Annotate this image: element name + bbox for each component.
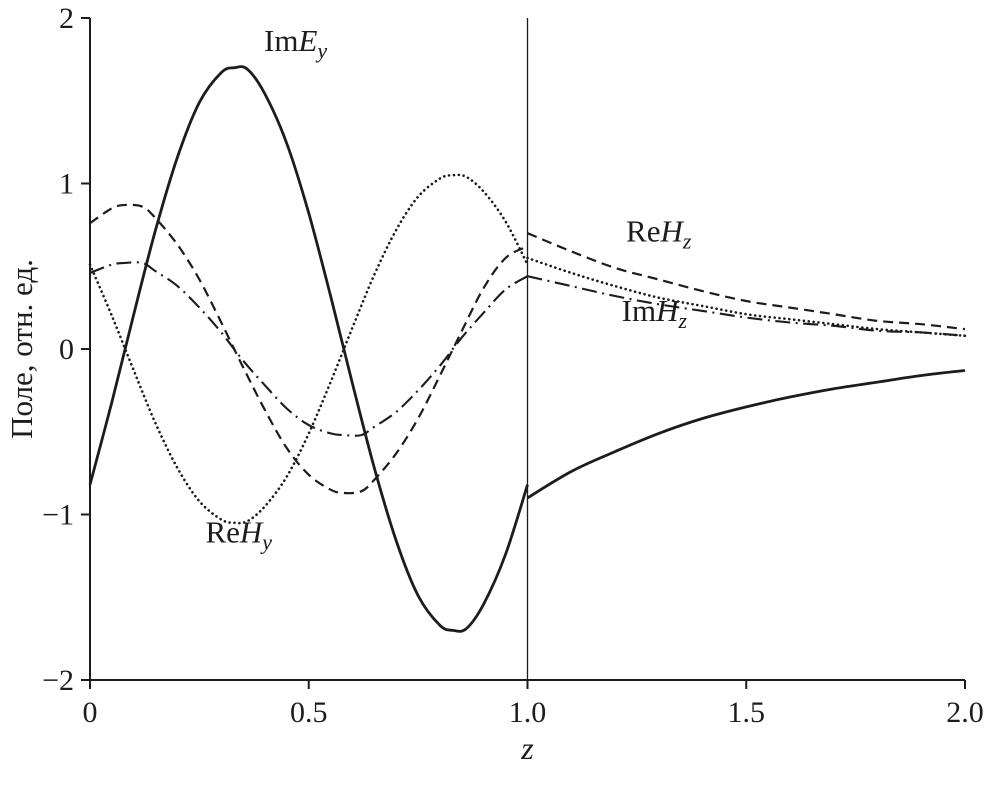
- series-ImEy-curve: [526, 369, 966, 500]
- y-tick-label: 0: [59, 333, 74, 366]
- series-ReHy-curve: [526, 256, 967, 338]
- y-tick-label: −1: [42, 499, 74, 532]
- series-ReHz-curve: [527, 232, 966, 331]
- series-ReHz-curve: [89, 203, 529, 495]
- series-label-ImHz: ImHz: [622, 293, 688, 333]
- y-tick-label: −2: [42, 664, 74, 697]
- series-label-ReHz: ReHz: [626, 213, 692, 253]
- x-tick-label: 0: [83, 696, 98, 729]
- x-tick-label: 2.0: [946, 696, 984, 729]
- x-tick-label: 1.5: [728, 696, 766, 729]
- series-label-ImEy: ImEy: [264, 23, 327, 63]
- series-ImHz-curve: [527, 275, 966, 337]
- series-label-ReHy: ReHy: [205, 515, 272, 555]
- series-ReHy-curve: [88, 173, 529, 525]
- y-tick-label: 2: [59, 2, 74, 35]
- y-tick-label: 1: [59, 168, 74, 201]
- x-axis-title: z: [520, 730, 534, 766]
- series-ImHz-curve: [89, 261, 529, 437]
- y-axis-title: Поле, отн. ед.: [4, 259, 39, 439]
- series-ImEy-curve: [88, 65, 529, 633]
- x-tick-label: 0.5: [290, 696, 328, 729]
- x-tick-label: 1.0: [509, 696, 547, 729]
